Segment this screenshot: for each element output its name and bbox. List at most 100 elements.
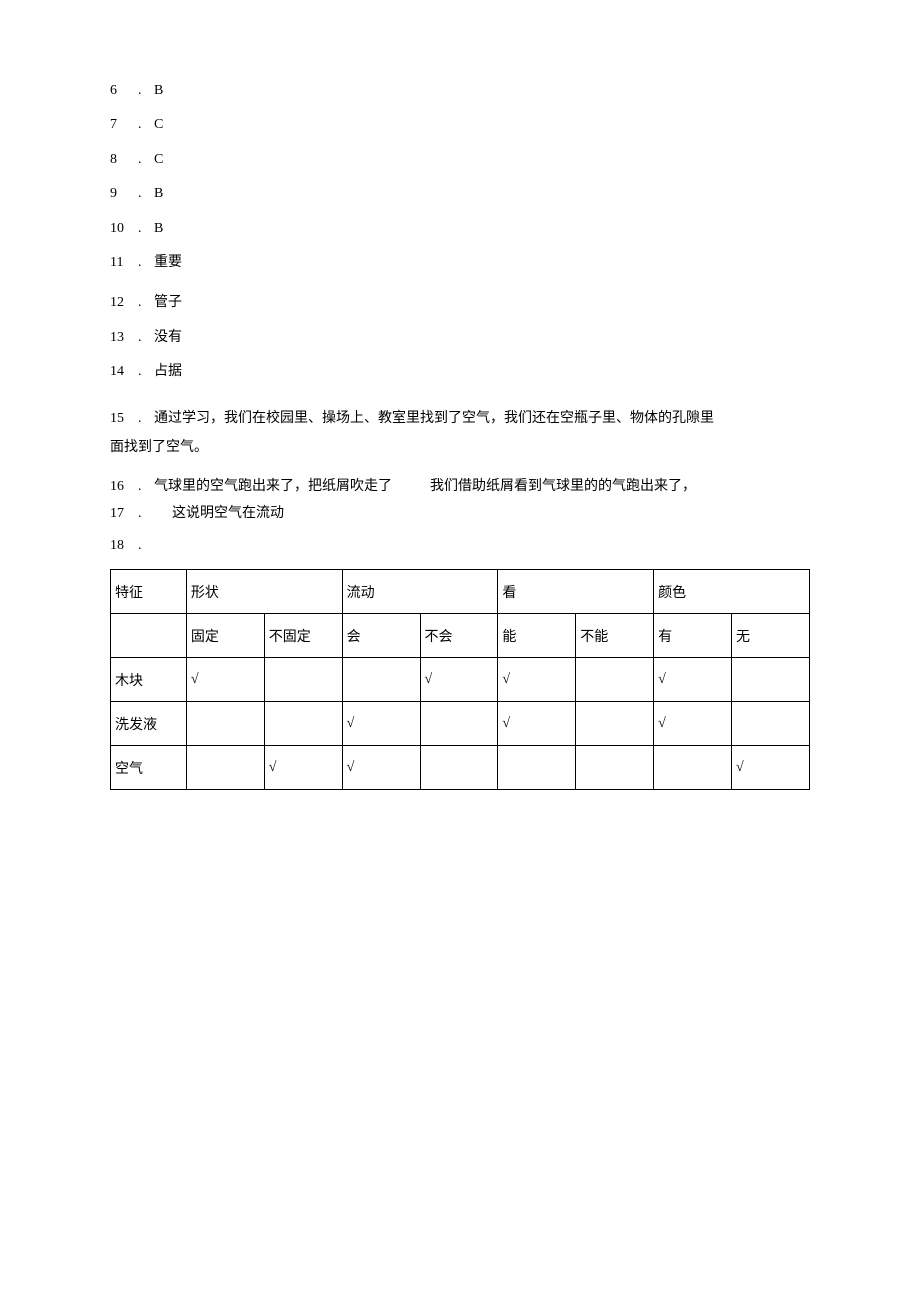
q15-line2: 面找到了空气。 <box>110 433 820 462</box>
answer-val: 没有 <box>154 327 182 349</box>
answer-num: 7 <box>110 114 138 136</box>
table-cell <box>498 746 576 790</box>
answer-line: 11 . 重要 <box>110 252 820 274</box>
answer-sep: . <box>138 149 154 171</box>
answer-sep: . <box>138 535 154 557</box>
table-cell: √ <box>186 658 264 702</box>
q15-line1: 15.通过学习，我们在校园里、操场上、教室里找到了空气，我们还在空瓶子里、物体的… <box>110 404 820 433</box>
answer-num: 13 <box>110 327 138 349</box>
properties-table: 特征 形状 流动 看 颜色 固定 不固定 会 不会 能 不能 有 无 木块 √ … <box>110 569 810 790</box>
table-cell <box>264 658 342 702</box>
answer-sep: . <box>138 476 154 498</box>
table-header-row-2: 固定 不固定 会 不会 能 不能 有 无 <box>111 614 810 658</box>
table-cell <box>264 702 342 746</box>
table-row-label: 空气 <box>111 746 187 790</box>
answer-sep: . <box>138 361 154 383</box>
answer-val: 管子 <box>154 292 182 314</box>
answer-num: 11 <box>110 252 138 274</box>
answer-num: 10 <box>110 218 138 240</box>
answer-val: 占据 <box>154 361 182 383</box>
q16-text-right: 我们借助纸屑看到气球里的的气跑出来了， <box>430 479 696 494</box>
answer-sep: . <box>138 327 154 349</box>
answers-block-1: 6 . B 7 . C 8 . C 9 . B 10 . B 11 . 重要 <box>110 80 820 274</box>
table-subheader: 不固定 <box>264 614 342 658</box>
table-cell <box>732 658 810 702</box>
table-subheader <box>111 614 187 658</box>
table-cell: √ <box>342 746 420 790</box>
table-row: 洗发液 √ √ √ <box>111 702 810 746</box>
answer-line: 13 . 没有 <box>110 327 820 349</box>
table-subheader: 会 <box>342 614 420 658</box>
answer-val: C <box>154 114 163 136</box>
answer-sep: . <box>138 252 154 274</box>
table-header: 看 <box>498 570 654 614</box>
answer-val: B <box>154 183 163 205</box>
table-cell <box>420 702 498 746</box>
answer-line: 9 . B <box>110 183 820 205</box>
table-cell <box>186 702 264 746</box>
answer-num: 9 <box>110 183 138 205</box>
q15-text1: 通过学习，我们在校园里、操场上、教室里找到了空气，我们还在空瓶子里、物体的孔隙里 <box>154 411 714 426</box>
answer-num: 18 <box>110 535 138 557</box>
table-cell: √ <box>264 746 342 790</box>
table-subheader: 有 <box>654 614 732 658</box>
answer-num: 12 <box>110 292 138 314</box>
table-subheader: 不能 <box>576 614 654 658</box>
answer-val: B <box>154 80 163 102</box>
answer-line: 10 . B <box>110 218 820 240</box>
table-header: 颜色 <box>654 570 810 614</box>
table-header: 形状 <box>186 570 342 614</box>
answer-val: C <box>154 149 163 171</box>
table-cell <box>186 746 264 790</box>
answer-sep: . <box>138 503 154 525</box>
answer-num: 17 <box>110 503 138 525</box>
q16-line: 16.气球里的空气跑出来了，把纸屑吹走了 我们借助纸屑看到气球里的的气跑出来了， <box>110 476 820 498</box>
answer-line: 7 . C <box>110 114 820 136</box>
answer-line: 14 . 占据 <box>110 361 820 383</box>
table-cell: √ <box>654 702 732 746</box>
table-cell <box>342 658 420 702</box>
q17-line: 17. 这说明空气在流动 <box>110 503 820 525</box>
answer-num: 6 <box>110 80 138 102</box>
table-cell: √ <box>498 702 576 746</box>
answer-sep: . <box>138 183 154 205</box>
table-header: 特征 <box>111 570 187 614</box>
answer-line: 6 . B <box>110 80 820 102</box>
answer-val: B <box>154 218 163 240</box>
answer-line: 12 . 管子 <box>110 292 820 314</box>
table-cell <box>576 746 654 790</box>
answer-sep: . <box>138 114 154 136</box>
q17-text: 这说明空气在流动 <box>172 506 284 521</box>
answer-sep: . <box>138 292 154 314</box>
answer-line: 8 . C <box>110 149 820 171</box>
q15-text2: 面找到了空气。 <box>110 440 208 455</box>
table-row-label: 木块 <box>111 658 187 702</box>
answer-num: 15 <box>110 404 138 433</box>
table-cell: √ <box>498 658 576 702</box>
table-subheader: 固定 <box>186 614 264 658</box>
table-cell <box>420 746 498 790</box>
answer-val: 重要 <box>154 252 182 274</box>
table-header: 流动 <box>342 570 498 614</box>
table-cell <box>576 702 654 746</box>
table-cell: √ <box>342 702 420 746</box>
table-cell <box>732 702 810 746</box>
table-header-row-1: 特征 形状 流动 看 颜色 <box>111 570 810 614</box>
table-cell: √ <box>420 658 498 702</box>
table-cell: √ <box>654 658 732 702</box>
q15-block: 15.通过学习，我们在校园里、操场上、教室里找到了空气，我们还在空瓶子里、物体的… <box>110 404 820 463</box>
table-cell: √ <box>732 746 810 790</box>
table-subheader: 能 <box>498 614 576 658</box>
answers-block-2: 12 . 管子 13 . 没有 14 . 占据 <box>110 292 820 383</box>
answer-sep: . <box>138 80 154 102</box>
table-subheader: 无 <box>732 614 810 658</box>
answer-num: 16 <box>110 476 138 498</box>
table-row: 木块 √ √ √ √ <box>111 658 810 702</box>
answer-num: 8 <box>110 149 138 171</box>
q18-line: 18. <box>110 535 820 557</box>
table-cell <box>576 658 654 702</box>
table-cell <box>654 746 732 790</box>
table-subheader: 不会 <box>420 614 498 658</box>
table-row: 空气 √ √ √ <box>111 746 810 790</box>
q16-text-left: 气球里的空气跑出来了，把纸屑吹走了 <box>154 479 392 494</box>
